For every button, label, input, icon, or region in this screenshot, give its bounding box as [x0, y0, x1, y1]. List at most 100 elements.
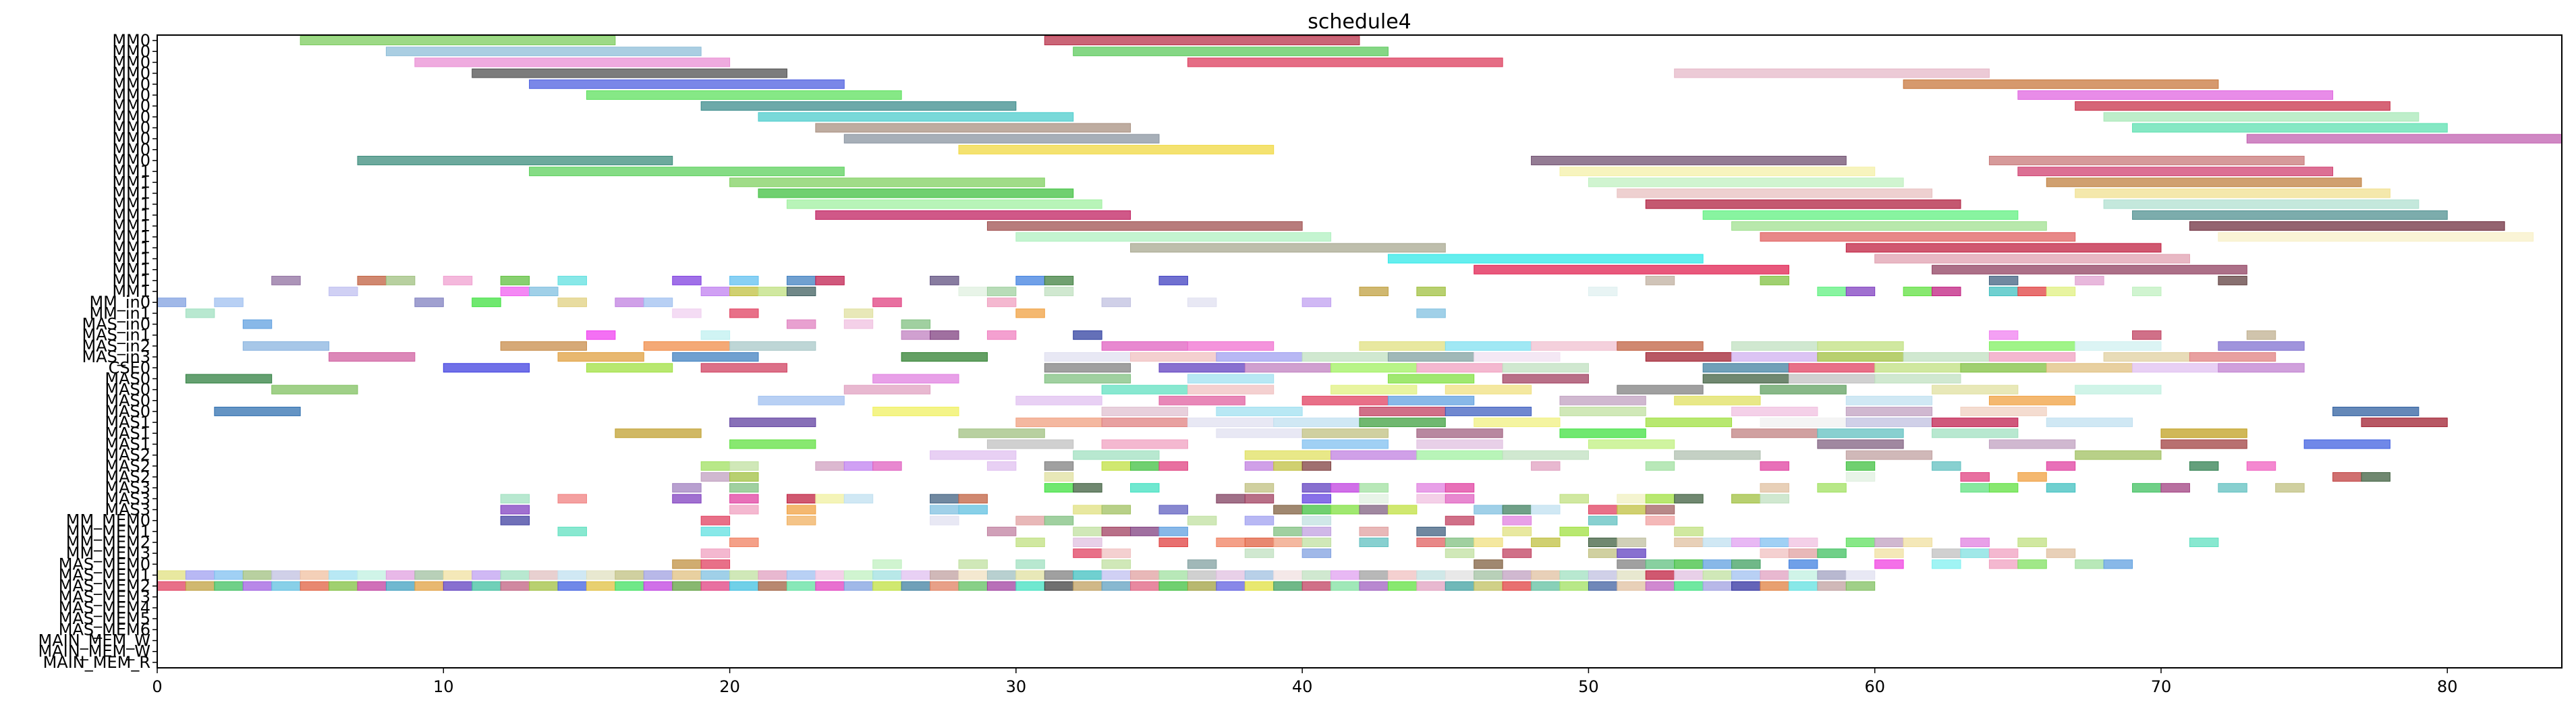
task-bar — [1301, 526, 1332, 536]
task-bar — [2046, 177, 2362, 188]
task-bar — [1158, 363, 1245, 373]
y-tick-label: MM_MEM3 — [66, 544, 150, 563]
task-bar — [1015, 538, 1045, 547]
task-bar — [1301, 352, 1389, 362]
task-bar — [529, 287, 559, 297]
task-bar — [1559, 428, 1646, 438]
task-bar — [1617, 494, 1646, 504]
task-bar — [1301, 505, 1332, 515]
task-bar — [1416, 450, 1503, 460]
task-bar — [1445, 406, 1532, 416]
task-bar — [2132, 330, 2162, 340]
task-bar — [1387, 352, 1475, 362]
task-bar — [872, 297, 902, 308]
task-bar — [1988, 483, 2019, 493]
y-tick-label: MAIN_MEM_W — [38, 642, 150, 661]
task-bar — [271, 385, 358, 395]
task-bar — [1244, 538, 1275, 547]
task-bar — [1244, 548, 1275, 559]
task-bar — [1359, 287, 1389, 297]
task-bar — [1702, 581, 1733, 591]
task-bar — [1044, 36, 1360, 46]
x-tick-label: 0 — [152, 677, 162, 696]
task-bar — [2160, 428, 2247, 438]
task-bar — [1416, 494, 1446, 504]
task-bar — [586, 330, 616, 340]
task-bar — [758, 581, 787, 591]
task-bar — [557, 275, 587, 285]
task-bar — [2075, 188, 2390, 198]
task-bar — [357, 275, 387, 285]
task-bar — [1301, 483, 1332, 493]
task-bar — [1988, 330, 2019, 340]
task-bar — [2218, 341, 2305, 351]
task-bar — [758, 395, 845, 405]
task-bar — [700, 472, 731, 482]
task-bar — [1445, 515, 1475, 525]
task-bar — [1073, 581, 1102, 591]
task-bar — [1331, 483, 1360, 493]
task-bar — [1845, 570, 1876, 580]
task-bar — [958, 559, 988, 569]
task-bar — [672, 570, 702, 580]
task-bar — [1101, 341, 1188, 351]
y-tick-label: MM0 — [112, 42, 150, 61]
x-axis-ticks: 0 10 20 30 40 50 60 70 80 — [152, 668, 2458, 696]
task-bar — [1731, 538, 1761, 547]
task-bar — [385, 581, 416, 591]
task-bar — [986, 221, 1303, 231]
task-bar — [2303, 439, 2390, 449]
task-bar — [1331, 581, 1360, 591]
task-bar — [729, 538, 759, 547]
task-bar — [1187, 374, 1275, 384]
task-bar — [958, 505, 988, 515]
task-bar — [1445, 538, 1475, 547]
task-bar — [2046, 418, 2133, 428]
task-bar — [2075, 275, 2104, 285]
task-bar — [1845, 395, 1933, 405]
task-bar — [443, 581, 473, 591]
task-bar — [1416, 308, 1446, 318]
task-bar — [1331, 505, 1360, 515]
task-bar — [1617, 559, 1646, 569]
y-tick-label: MM0 — [112, 75, 150, 94]
task-bar — [1073, 330, 1102, 340]
task-bar — [1101, 570, 1131, 580]
task-bar — [2075, 450, 2162, 460]
task-bar — [1101, 559, 1131, 569]
y-tick-label: MAS3 — [105, 501, 150, 519]
task-bar — [2246, 330, 2276, 340]
task-bar — [1445, 341, 1532, 351]
task-bar — [2160, 439, 2247, 449]
task-bar — [672, 352, 759, 362]
task-bar — [843, 570, 874, 580]
task-bar — [242, 341, 330, 351]
task-bar — [1760, 461, 1789, 471]
task-bar — [586, 90, 902, 100]
y-tick-label: MM1 — [112, 227, 150, 246]
task-bar — [1101, 505, 1131, 515]
task-bar — [986, 581, 1017, 591]
task-bar — [872, 570, 902, 580]
task-bar — [1301, 461, 1332, 471]
task-bar — [1273, 538, 1303, 547]
task-bar — [786, 570, 816, 580]
task-bar — [729, 341, 816, 351]
x-tick-label: 20 — [719, 677, 740, 696]
y-tick-label: MM_MEM0 — [66, 511, 150, 530]
task-bar — [1359, 570, 1389, 580]
task-bar — [930, 581, 959, 591]
task-bar — [1988, 287, 2019, 297]
task-bar — [672, 494, 702, 504]
task-bar — [1187, 515, 1217, 525]
task-bar — [901, 319, 931, 329]
task-bar — [1502, 374, 1589, 384]
task-bar — [2017, 287, 2047, 297]
task-bar — [1960, 538, 1990, 547]
task-bar — [930, 515, 959, 525]
task-bar — [672, 308, 702, 318]
y-tick-label: MAS_MEM2 — [59, 577, 150, 596]
task-bar — [2361, 472, 2390, 482]
task-bar — [1216, 570, 1245, 580]
